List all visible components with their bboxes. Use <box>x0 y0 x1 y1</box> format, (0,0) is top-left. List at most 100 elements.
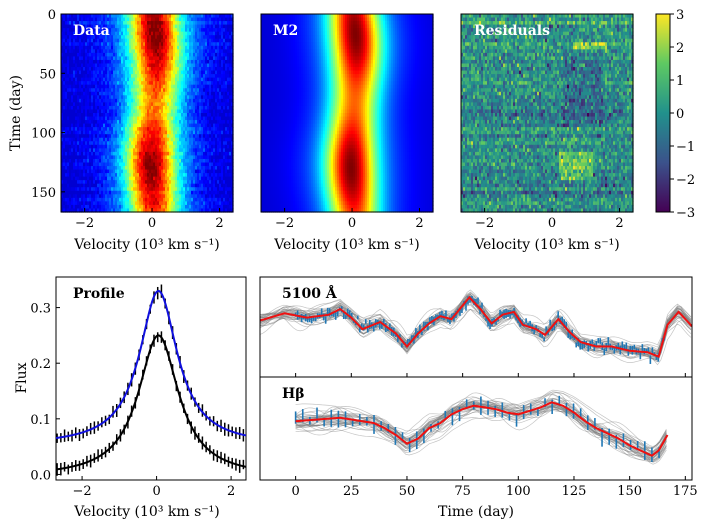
heatmap-cell <box>61 45 64 50</box>
heatmap-cell <box>197 67 200 72</box>
heatmap-cell <box>213 88 216 93</box>
heatmap-cell <box>221 74 224 79</box>
heatmap-cell <box>63 17 66 22</box>
heatmap-cell <box>167 17 170 22</box>
heatmap-cell <box>225 130 228 135</box>
heatmap-cell <box>201 35 204 40</box>
heatmap-cell <box>207 130 210 135</box>
heatmap-cell <box>187 148 190 153</box>
heatmap-cell <box>149 63 152 68</box>
heatmap-cell <box>81 105 84 111</box>
heatmap-cell <box>213 17 216 22</box>
heatmap-cell <box>123 31 126 36</box>
heatmap-cell <box>109 17 112 22</box>
heatmap-cell <box>75 38 78 43</box>
heatmap-cell <box>85 21 88 26</box>
heatmap-cell <box>127 148 130 153</box>
heatmap-cell <box>219 148 222 153</box>
heatmap-cell <box>119 137 122 142</box>
heatmap-cell <box>119 127 122 132</box>
heatmap-cell <box>227 127 230 132</box>
heatmap-cell <box>149 102 152 107</box>
heatmap-cell <box>135 17 138 22</box>
heatmap-cell <box>111 31 114 36</box>
heatmap-cell <box>223 141 226 146</box>
heatmap-cell <box>127 95 130 100</box>
heatmap-cell <box>111 187 114 192</box>
heatmap-cell <box>133 141 136 146</box>
heatmap-cell <box>91 52 94 58</box>
heatmap-cell <box>171 63 174 68</box>
heatmap-cell <box>159 49 162 54</box>
heatmap-cell <box>203 127 206 132</box>
heatmap-cell <box>171 173 174 178</box>
heatmap-cell <box>161 173 164 178</box>
heatmap-cell <box>117 38 120 43</box>
heatmap-cell <box>157 180 160 185</box>
heatmap-cell <box>127 63 130 68</box>
heatmap-cell <box>125 63 128 68</box>
heatmap-cell <box>93 59 96 65</box>
heatmap-cell <box>159 63 162 68</box>
heatmap-cell <box>125 183 128 188</box>
heatmap-cell <box>111 166 114 171</box>
heatmap-cell <box>73 45 76 50</box>
heatmap-cell <box>219 137 222 142</box>
heatmap-cell <box>195 201 198 206</box>
heatmap-cell <box>219 176 222 181</box>
heatmap-cell <box>85 63 88 68</box>
heatmap-cell <box>165 123 168 128</box>
heatmap-cell <box>205 208 208 213</box>
heatmap-cell <box>89 38 92 43</box>
heatmap-cell <box>137 137 140 142</box>
heatmap-cell <box>227 105 230 111</box>
heatmap-cell <box>91 148 94 153</box>
heatmap-cell <box>127 151 130 157</box>
heatmap-cell <box>95 67 98 72</box>
heatmap-cell <box>215 31 218 36</box>
heatmap-cell <box>157 194 160 199</box>
heatmap-cell <box>197 38 200 43</box>
heatmap-cell <box>117 187 120 192</box>
heatmap-cell <box>111 98 114 103</box>
heatmap-cell <box>97 24 100 29</box>
heatmap-cell <box>215 173 218 178</box>
heatmap-cell <box>83 81 86 86</box>
heatmap-cell <box>139 134 142 139</box>
heatmap-cell <box>191 169 194 174</box>
heatmap-cell <box>143 194 146 199</box>
heatmap-cell <box>105 28 108 33</box>
heatmap-cell <box>97 49 100 54</box>
heatmap-cell <box>101 116 104 121</box>
heatmap-cell <box>97 137 100 142</box>
heatmap-cell <box>221 148 224 153</box>
heatmap-cell <box>115 49 118 54</box>
heatmap-cell <box>213 49 216 54</box>
heatmap-cell <box>109 158 112 164</box>
heatmap-cell <box>125 31 128 36</box>
heatmap-cell <box>177 31 180 36</box>
heatmap-cell <box>181 173 184 178</box>
heatmap-cell <box>61 49 64 54</box>
heatmap-cell <box>153 70 156 75</box>
heatmap-cell <box>197 148 200 153</box>
heatmap-cell <box>199 137 202 142</box>
heatmap-cell <box>183 169 186 174</box>
heatmap-cell <box>187 24 190 29</box>
heatmap-cell <box>83 17 86 22</box>
heatmap-cell <box>131 151 134 157</box>
heatmap-cell <box>105 88 108 93</box>
heatmap-cell <box>67 56 70 61</box>
heatmap-cell <box>99 98 102 103</box>
heatmap-cell <box>121 197 124 202</box>
heatmap-cell <box>65 24 68 29</box>
heatmap-cell <box>171 59 174 65</box>
heatmap-cell <box>69 194 72 199</box>
heatmap-cell <box>203 113 206 118</box>
heatmap-cell <box>123 173 126 178</box>
heatmap-cell <box>81 31 84 36</box>
heatmap-cell <box>139 155 142 160</box>
heatmap-cell <box>83 109 86 114</box>
heatmap-cell <box>201 141 204 146</box>
heatmap-cell <box>139 144 142 149</box>
